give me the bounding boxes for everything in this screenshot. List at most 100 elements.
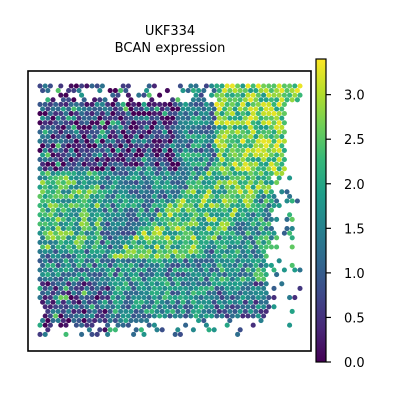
expression-spot	[237, 143, 243, 149]
expression-spot	[76, 244, 82, 250]
expression-spot	[190, 189, 196, 195]
expression-spot	[203, 249, 209, 255]
expression-spot	[154, 152, 160, 158]
expression-spot	[136, 175, 142, 181]
expression-spot	[229, 267, 235, 273]
expression-spot	[175, 207, 181, 213]
expression-spot	[229, 276, 235, 282]
expression-spot	[53, 193, 59, 199]
expression-spot	[73, 313, 79, 319]
expression-spot	[219, 249, 225, 255]
expression-spot	[253, 161, 259, 167]
expression-spot	[66, 244, 72, 250]
expression-spot	[248, 180, 254, 186]
expression-spot	[206, 262, 212, 268]
expression-spot	[242, 244, 248, 250]
expression-spot	[232, 262, 238, 268]
expression-spot	[180, 253, 186, 259]
expression-spot	[68, 267, 74, 273]
expression-spot	[261, 221, 267, 227]
expression-spot	[149, 235, 155, 241]
expression-spot	[55, 124, 61, 130]
expression-spot	[227, 272, 233, 278]
expression-spot	[196, 134, 202, 140]
expression-spot	[209, 83, 215, 89]
expression-spot	[76, 226, 82, 232]
expression-spot	[164, 198, 170, 204]
expression-spot	[216, 308, 222, 314]
expression-spot	[261, 203, 267, 209]
expression-spot	[235, 111, 241, 117]
expression-spot	[159, 244, 165, 250]
expression-spot	[60, 272, 66, 278]
expression-spot	[232, 216, 238, 222]
expression-spot	[136, 313, 142, 319]
expression-spot	[112, 180, 118, 186]
expression-spot	[167, 313, 173, 319]
expression-spot	[289, 262, 295, 268]
expression-spot	[281, 267, 287, 273]
expression-spot	[237, 235, 243, 241]
expression-spot	[131, 313, 137, 319]
expression-spot	[188, 313, 194, 319]
expression-spot	[55, 134, 61, 140]
expression-spot	[229, 120, 235, 126]
expression-spot	[281, 147, 287, 153]
expression-spot	[237, 226, 243, 232]
expression-spot	[245, 267, 251, 273]
expression-spot	[71, 152, 77, 158]
expression-spot	[216, 290, 222, 296]
expression-spot	[66, 115, 72, 121]
expression-spot	[274, 216, 280, 222]
expression-spot	[209, 285, 215, 291]
expression-spot	[58, 285, 64, 291]
expression-spot	[55, 290, 61, 296]
expression-spot	[232, 88, 238, 94]
expression-spot	[112, 235, 118, 241]
expression-spot	[141, 203, 147, 209]
expression-spot	[81, 262, 87, 268]
expression-spot	[97, 170, 103, 176]
expression-spot	[216, 272, 222, 278]
expression-spot	[211, 281, 217, 287]
expression-spot	[203, 276, 209, 282]
expression-spot	[250, 92, 256, 98]
expression-spot	[214, 129, 220, 135]
expression-spot	[250, 147, 256, 153]
expression-spot	[253, 281, 259, 287]
expression-spot	[198, 175, 204, 181]
expression-spot	[253, 308, 259, 314]
expression-spot	[232, 134, 238, 140]
expression-spot	[141, 101, 147, 107]
expression-spot	[138, 262, 144, 268]
expression-spot	[219, 212, 225, 218]
expression-spot	[162, 304, 168, 310]
expression-spot	[146, 83, 152, 89]
expression-spot	[211, 106, 217, 112]
expression-spot	[157, 203, 163, 209]
expression-spot	[188, 249, 194, 255]
expression-spot	[209, 101, 215, 107]
expression-spot	[167, 276, 173, 282]
expression-spot	[250, 304, 256, 310]
expression-spot	[219, 147, 225, 153]
expression-spot	[248, 308, 254, 314]
expression-spot	[289, 198, 295, 204]
expression-spot	[47, 230, 53, 236]
expression-spot	[255, 101, 261, 107]
expression-spot	[81, 244, 87, 250]
expression-spot	[154, 327, 160, 333]
expression-spot	[196, 244, 202, 250]
expression-spot	[63, 239, 69, 245]
expression-spot	[183, 313, 189, 319]
expression-spot	[138, 189, 144, 195]
expression-spot	[162, 157, 168, 163]
expression-spot	[157, 258, 163, 264]
expression-spot	[245, 276, 251, 282]
expression-spot	[242, 124, 248, 130]
expression-spot	[97, 244, 103, 250]
expression-spot	[198, 304, 204, 310]
expression-spot	[107, 198, 113, 204]
expression-spot	[154, 124, 160, 130]
expression-spot	[141, 157, 147, 163]
